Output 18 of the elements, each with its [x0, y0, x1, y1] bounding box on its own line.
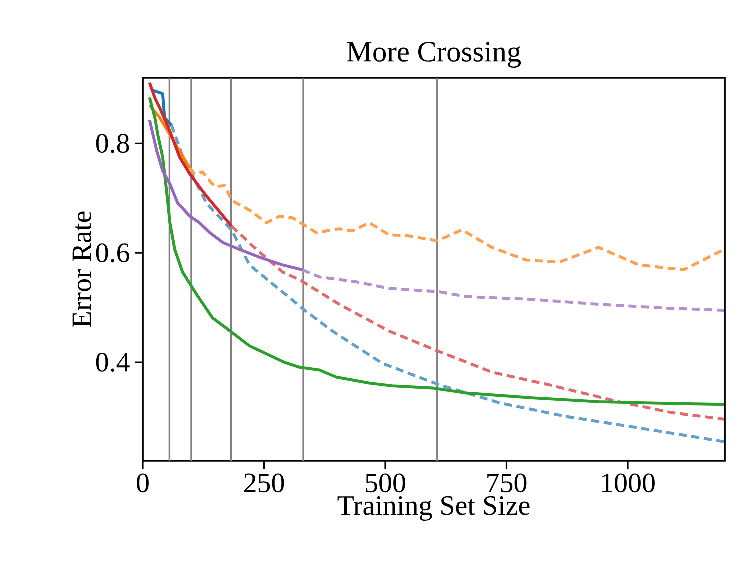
chart-title: More Crossing [347, 42, 522, 68]
x-tick-label: 1000 [602, 474, 655, 493]
x-tick-label: 750 [488, 474, 527, 493]
y-tick-label: 0.6 [96, 244, 130, 263]
line-series [301, 268, 725, 312]
y-axis-title: Error Rate [72, 212, 92, 328]
x-tick-label: 250 [244, 474, 284, 493]
x-axis-title: Training Set Size [338, 496, 530, 522]
x-tick-label: 0 [137, 474, 149, 493]
line-series [170, 124, 725, 444]
line-series [148, 81, 234, 228]
line-series [230, 224, 725, 421]
y-tick-label: 0.4 [96, 353, 130, 372]
y-tick-label: 0.8 [96, 134, 130, 154]
x-tick-label: 500 [366, 474, 406, 493]
line-series [148, 96, 725, 406]
line-series [188, 166, 725, 272]
line-series [148, 118, 304, 272]
